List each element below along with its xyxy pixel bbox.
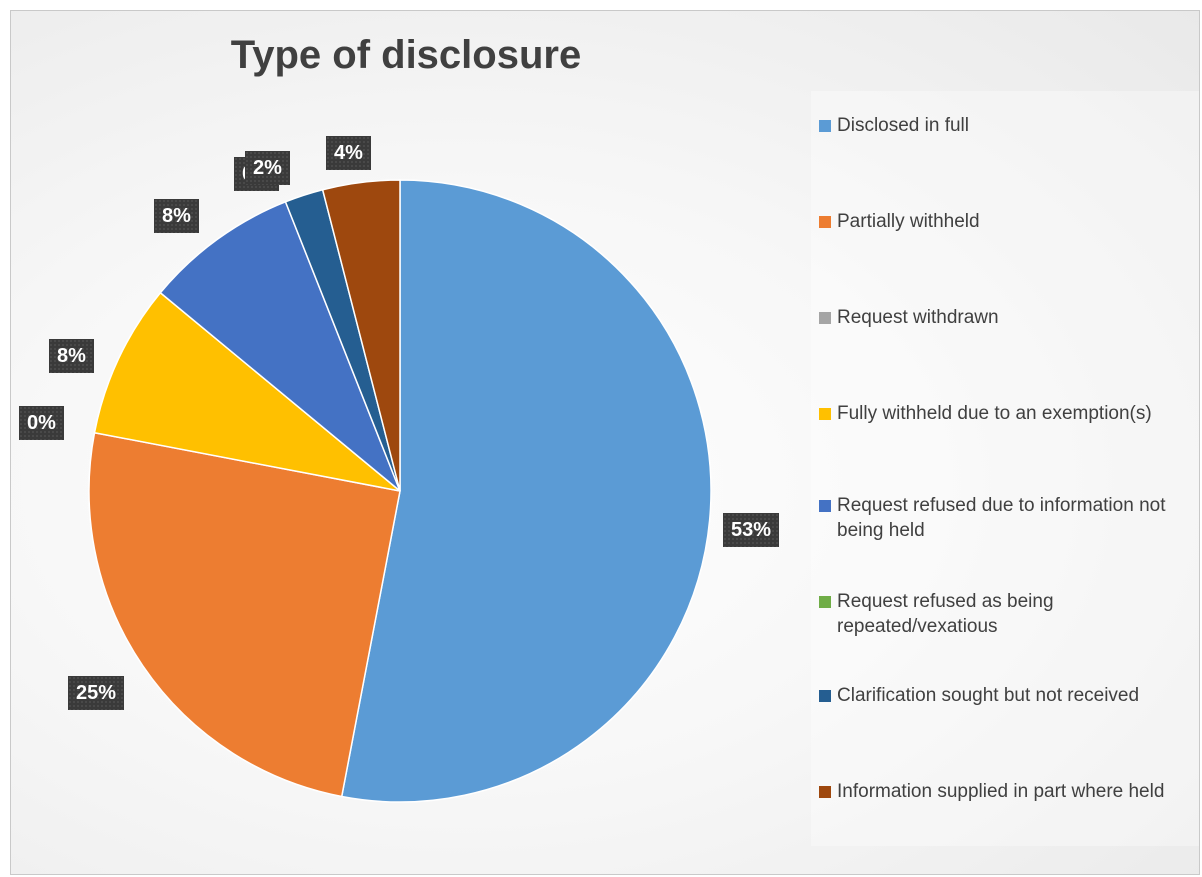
legend: Disclosed in full Partially withheld Reque… [811, 91, 1199, 846]
data-label: 25% [68, 676, 125, 710]
legend-item: Request refused due to information not b… [819, 493, 1199, 543]
pie-slice-fully-withheld-due-to-an-exemption-s [93, 291, 401, 492]
pie-chart [88, 179, 712, 803]
data-label: 4% [326, 136, 371, 170]
legend-swatch [819, 500, 831, 512]
legend-swatch [819, 312, 831, 324]
legend-label: Disclosed in full [837, 115, 969, 136]
legend-swatch [819, 786, 831, 798]
data-label: 2% [245, 151, 290, 185]
pie-slice-information-supplied-in-part-where-held [321, 179, 401, 492]
legend-item: Information supplied in part where held [819, 779, 1199, 804]
data-label: 53% [723, 513, 780, 547]
pie-slice-disclosed-in-full [340, 179, 712, 803]
legend-label: Fully withheld due to an exemption(s) [837, 403, 1152, 424]
chart-title: Type of disclosure [230, 33, 582, 77]
data-label: 8% [49, 339, 94, 373]
legend-item: Request refused as being repeated/vexati… [819, 589, 1199, 639]
chart-area: Type of disclosure 53%25%0%8%8%0%2%4% Di… [10, 10, 1200, 875]
legend-item: Fully withheld due to an exemption(s) [819, 401, 1199, 426]
data-label: 0% [19, 406, 64, 440]
legend-item: Partially withheld [819, 209, 1199, 234]
legend-label: Clarification sought but not received [837, 685, 1140, 706]
pie-slice-partially-withheld [88, 431, 401, 798]
legend-label: Information supplied in part where held [837, 781, 1165, 802]
legend-item: Disclosed in full [819, 113, 1199, 138]
legend-swatch [819, 408, 831, 420]
legend-swatch [819, 596, 831, 608]
legend-item: Request withdrawn [819, 305, 1199, 330]
legend-label: Request refused as being repeated/vexati… [837, 591, 1054, 637]
legend-label: Request refused due to information not b… [837, 495, 1166, 541]
data-label: 8% [154, 199, 199, 233]
pie-slice-request-refused-due-to-information-not-being-held [159, 200, 401, 492]
legend-label: Partially withheld [837, 211, 980, 232]
legend-swatch [819, 690, 831, 702]
legend-swatch [819, 120, 831, 132]
legend-swatch [819, 216, 831, 228]
legend-label: Request withdrawn [837, 307, 999, 328]
legend-item: Clarification sought but not received [819, 683, 1199, 708]
